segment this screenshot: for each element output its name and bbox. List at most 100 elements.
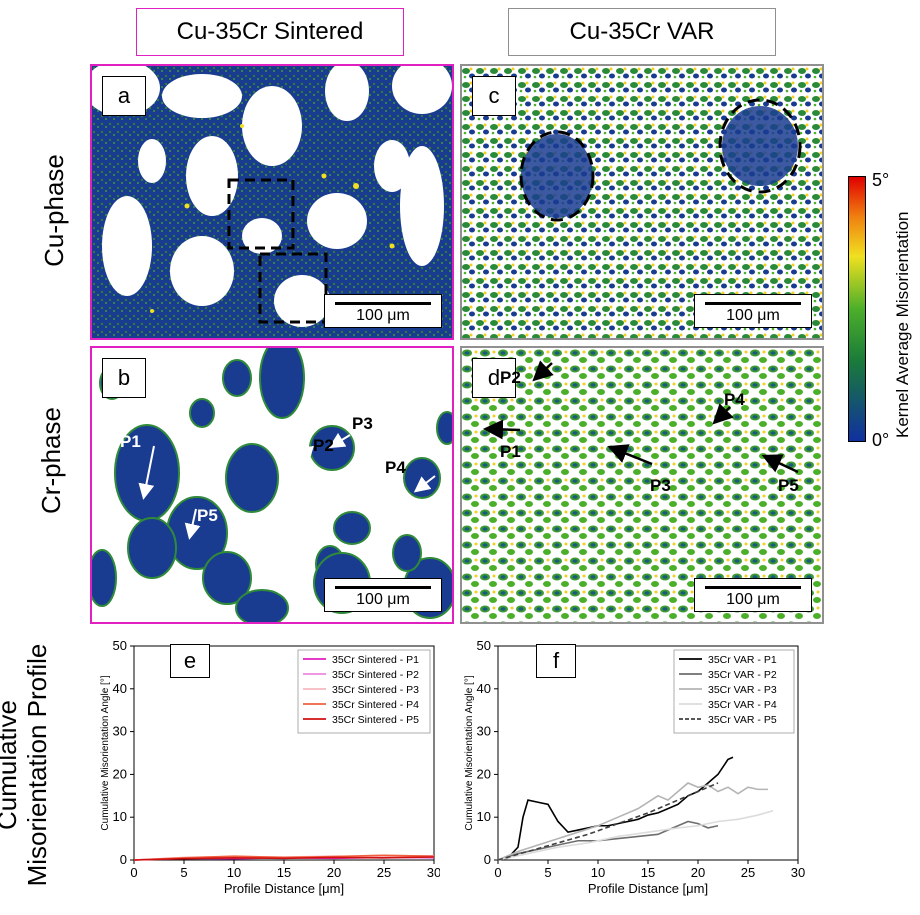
var-column-title: Cu-35Cr VAR (508, 8, 776, 56)
legend-entry: 35Cr Sintered - P2 (332, 669, 419, 681)
panel-c-scale-bar: 100 μm (694, 294, 812, 328)
b-p4-label: P4 (385, 458, 406, 477)
y-tick-label: 50 (113, 638, 127, 653)
p4-arrow (413, 475, 436, 493)
p1-arrow (138, 445, 155, 500)
y-tick-label: 30 (477, 724, 491, 739)
cr-phase-row-label: Cr-phase (35, 407, 66, 514)
legend-entry: 35Cr VAR - P5 (708, 714, 777, 726)
x-tick-label: 20 (691, 865, 705, 880)
x-tick-label: 5 (180, 865, 187, 880)
y-tick-label: 10 (477, 809, 491, 824)
scale-bar-label: 100 μm (726, 591, 780, 608)
panel-d-letter: d (472, 358, 516, 398)
legend-entry: 35Cr VAR - P4 (708, 699, 777, 711)
panel-e-letter: e (170, 644, 210, 678)
profile-row-label-line1: Cumulative (0, 699, 22, 831)
scale-bar-label: 100 μm (356, 307, 410, 324)
panel-d-scale-bar: 100 μm (694, 578, 812, 612)
panel-a-letter: a (102, 76, 146, 116)
series-line-4 (133, 854, 435, 861)
series-line-5 (497, 782, 719, 861)
p5-arrow (184, 508, 201, 540)
legend-entry: 35Cr Sintered - P1 (332, 654, 419, 666)
x-tick-label: 25 (377, 865, 391, 880)
profile-row-label: Cumulative Misorientation Profile (0, 615, 52, 915)
scale-bar-line (705, 302, 801, 305)
chart-f-svg: 0 5 10 15 20 25 30 0 10 20 30 40 50 Profile Distance … (464, 638, 805, 896)
x-tick-label: 15 (641, 865, 655, 880)
series-line-3 (497, 782, 768, 861)
x-tick-label: 5 (544, 865, 551, 880)
chart-f-container: 0 5 10 15 20 25 30 0 10 20 30 40 50 Profile Distance … (452, 636, 812, 896)
d-p5-label: P5 (778, 476, 799, 495)
series-line-4 (497, 810, 774, 861)
scale-bar-label: 100 μm (726, 307, 780, 324)
cr-var-map-graphic (462, 348, 822, 622)
panel-b-letter: b (102, 358, 146, 398)
chart-e-svg: 0 5 10 15 20 25 30 0 10 20 30 40 50 Profile Distance … (100, 638, 441, 896)
cu-var-map-graphic (462, 66, 822, 338)
x-tick-label: 25 (741, 865, 755, 880)
legend-entry: 35Cr Sintered - P4 (332, 699, 419, 711)
y-tick-label: 20 (113, 766, 127, 781)
panel-d-cr-var-kam-map: d P1 P2 P3 P4 P5 100 μm (460, 346, 824, 624)
scale-bar-line (335, 302, 431, 305)
legend-entry: 35Cr VAR - P3 (708, 684, 777, 696)
y-tick-label: 50 (477, 638, 491, 653)
b-p1-label: P1 (120, 432, 141, 451)
y-tick-label: 10 (113, 809, 127, 824)
colorbar-min-label: 0° (872, 430, 890, 450)
d-p3-arrow-p4 (712, 403, 734, 425)
panel-a-scale-bar: 100 μm (324, 294, 442, 328)
series-line-5 (133, 856, 435, 861)
cr-sintered-profile-arrows (138, 422, 436, 540)
y-axis-label: Cumulative Misorientation Angle [°] (100, 675, 111, 830)
d-p1-label: P1 (500, 442, 521, 461)
x-axis-label: Profile Distance [μm] (588, 881, 708, 896)
scale-bar-line (335, 586, 431, 589)
cu-phase-row-label: Cu-phase (38, 154, 69, 267)
panel-b-cr-sintered-kam-map: b P1 P2 P3 P4 P5 100 μm (90, 346, 454, 624)
b-p5-label: P5 (197, 506, 218, 525)
legend-entry: 35Cr VAR - P1 (708, 654, 777, 666)
cu-sintered-map-graphic (92, 66, 452, 338)
chart-e-container: 0 5 10 15 20 25 30 0 10 20 30 40 50 Profile Distance … (90, 636, 441, 896)
panel-a-cu-sintered-kam-map: a 100 μm (90, 64, 454, 340)
scale-bar-line (705, 586, 801, 589)
y-tick-label: 40 (113, 681, 127, 696)
y-tick-label: 0 (484, 852, 491, 867)
d-p1-arrow (483, 419, 521, 440)
panel-c-letter: c (472, 76, 516, 116)
d-p4-label: P4 (724, 390, 745, 409)
y-tick-label: 30 (113, 724, 127, 739)
panel-b-scale-bar: 100 μm (324, 578, 442, 612)
b-p2-label: P2 (313, 436, 334, 455)
colorbar-title: Kernel Average Misorientation (893, 211, 912, 439)
x-tick-label: 30 (427, 865, 440, 880)
d-p5-arrow (761, 454, 799, 474)
profile-row-label-line2: Misorientation Profile (22, 643, 52, 887)
series-line-2 (497, 820, 719, 861)
x-tick-label: 15 (277, 865, 291, 880)
legend-entry: 35Cr VAR - P2 (708, 669, 777, 681)
sintered-column-title: Cu-35Cr Sintered (136, 8, 404, 56)
d-p2-arrow (532, 360, 554, 382)
y-axis-label: Cumulative Misorientation Angle [°] (464, 675, 475, 830)
legend-entry: 35Cr Sintered - P5 (332, 714, 419, 726)
x-tick-label: 10 (591, 865, 605, 880)
b-p3-label: P3 (352, 414, 373, 433)
x-tick-label: 0 (494, 865, 501, 880)
y-tick-label: 20 (477, 766, 491, 781)
x-tick-label: 30 (791, 865, 805, 880)
colorbar-max-label: 5° (872, 170, 890, 190)
x-tick-label: 20 (327, 865, 341, 880)
kam-colorbar (848, 176, 866, 442)
x-axis-label: Profile Distance [μm] (224, 881, 344, 896)
y-tick-label: 40 (477, 681, 491, 696)
panel-f-letter: f (536, 644, 576, 678)
panel-c-cu-var-kam-map: c 100 μm (460, 64, 824, 340)
x-tick-label: 0 (130, 865, 137, 880)
x-tick-label: 10 (227, 865, 241, 880)
d-p3-label: P3 (650, 476, 671, 495)
